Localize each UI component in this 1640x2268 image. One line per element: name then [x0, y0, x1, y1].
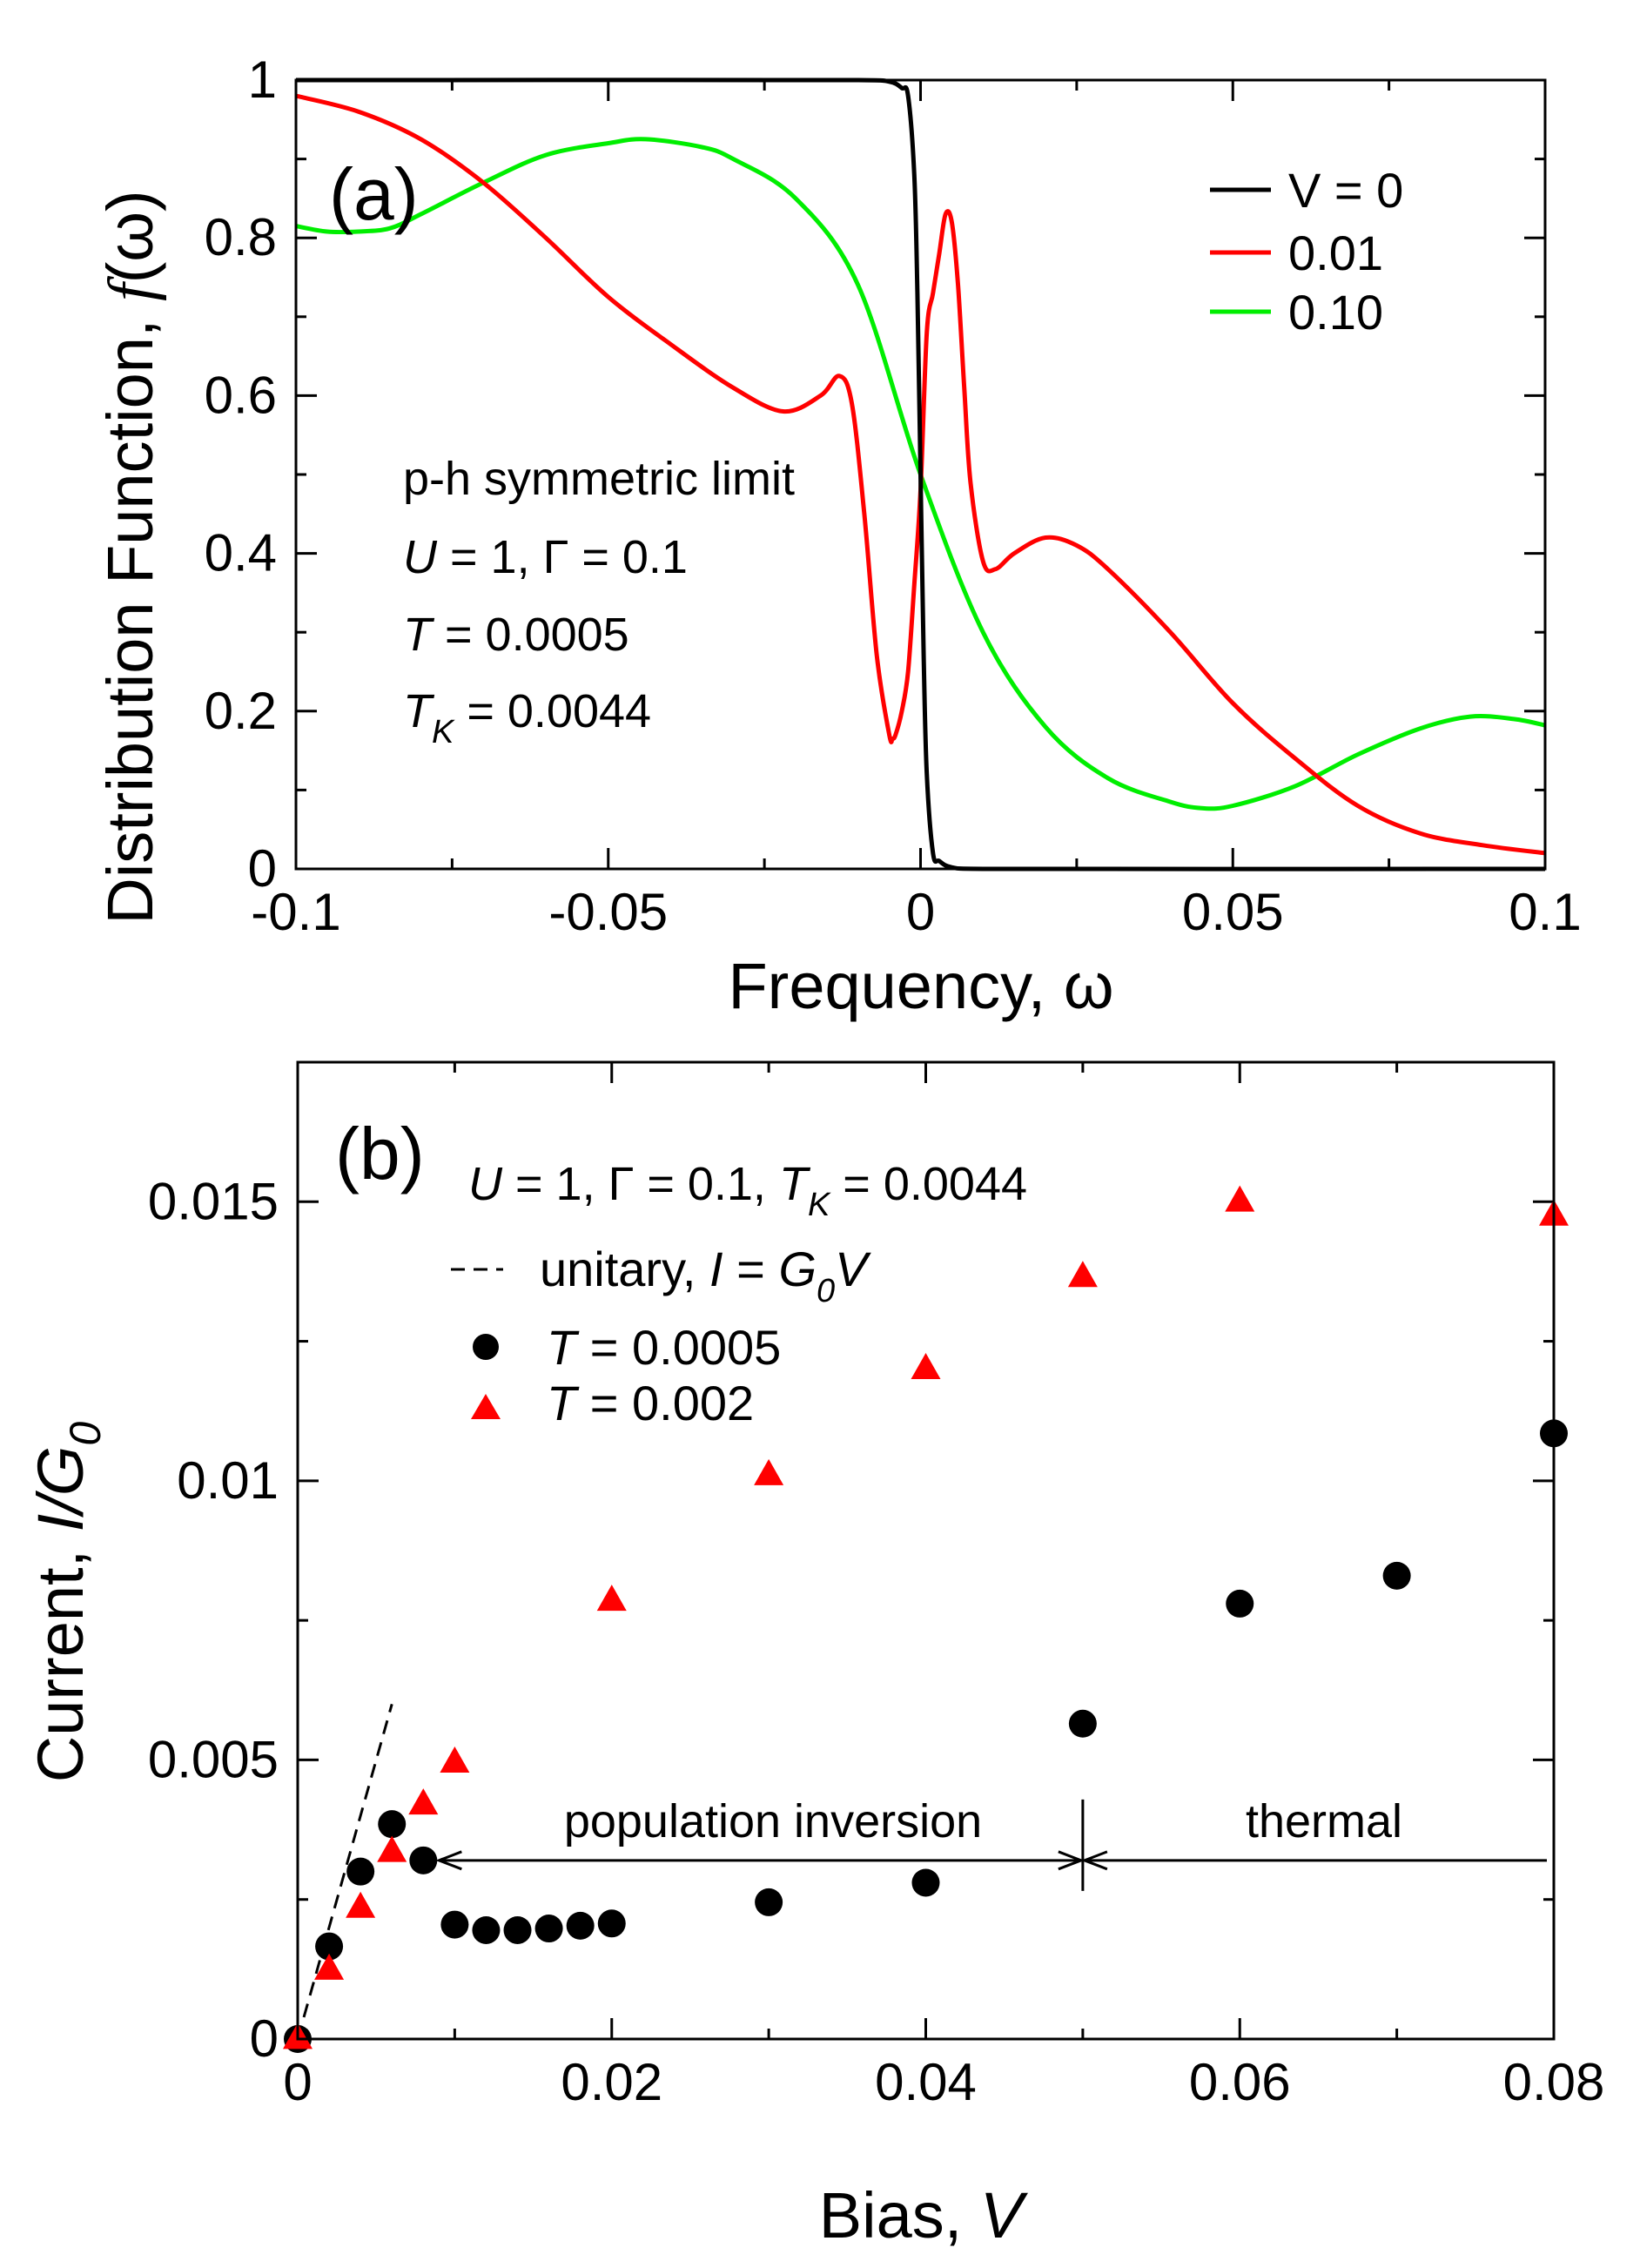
- panel-a-y-axis-title: Distribution Function, f(ω): [94, 190, 167, 924]
- marker-t-0-002: [1225, 1185, 1255, 1212]
- panel-b-legend: unitary, I = G0V T = 0.0005 T = 0.002: [451, 1242, 871, 1430]
- panel-b-y-axis-title: Current, I/G0: [24, 1422, 110, 1783]
- legend-label-t0005: T = 0.0005: [547, 1320, 781, 1375]
- legend-label-unitary: unitary, I = G0V: [540, 1242, 871, 1309]
- x-tick-label: -0.1: [251, 883, 340, 941]
- legend-label-v010: 0.10: [1288, 285, 1383, 340]
- x-tick-label: 0.06: [1189, 2053, 1291, 2111]
- x-tick-label: 0: [906, 883, 935, 941]
- x-tick-label: 0.1: [1509, 883, 1581, 941]
- legend-label-t002: T = 0.002: [547, 1376, 754, 1430]
- marker-t-0-002: [596, 1585, 627, 1612]
- region-arrows: [435, 1799, 1547, 1891]
- panel-b-tick-labels: 0 0.02 0.04 0.06 0.08 0 0.005 0.01 0.015: [148, 1172, 1605, 2111]
- marker-t-0-002: [346, 1891, 376, 1918]
- panel-b-x-axis-title: Bias, V: [819, 2179, 1029, 2251]
- inversion-arrowhead-left: [435, 1850, 462, 1871]
- marker-t-0-0005: [472, 1915, 501, 1944]
- marker-t-0-0005: [1226, 1589, 1254, 1618]
- legend-label-v001: 0.01: [1288, 225, 1383, 280]
- region-label-population-inversion: population inversion: [564, 1795, 982, 1847]
- marker-t-0-0005: [1382, 1561, 1411, 1590]
- panel-a-label: (a): [329, 153, 419, 235]
- y-tick-label: 0.2: [205, 682, 277, 740]
- marker-t-0-0005: [534, 1915, 563, 1943]
- marker-t-0-002: [754, 1458, 784, 1485]
- panel-a-legend: V = 0 0.01 0.10: [1210, 163, 1403, 340]
- annotation-ph-symmetric: p-h symmetric limit: [403, 453, 795, 505]
- thermal-arrowhead-left: [1080, 1850, 1108, 1871]
- annotation-u-gamma: U = 1, Γ = 0.1: [403, 531, 688, 583]
- x-tick-label: -0.05: [548, 883, 668, 941]
- marker-t-0-0005: [566, 1911, 595, 1940]
- marker-t-0-0005: [755, 1888, 783, 1916]
- marker-t-0-0005: [409, 1846, 438, 1874]
- unitary-dashed-line: [296, 1703, 393, 2040]
- annotation-kondo-temperature: TK = 0.0044: [403, 685, 651, 750]
- y-tick-label: 0.015: [148, 1172, 279, 1230]
- marker-t-0-0005: [503, 1915, 532, 1944]
- x-tick-label: 0.02: [561, 2053, 662, 2111]
- y-tick-label: 0: [248, 839, 277, 898]
- y-tick-label: 0.8: [205, 208, 277, 266]
- marker-t-0-002: [1067, 1261, 1098, 1288]
- legend-label-v0: V = 0: [1288, 163, 1403, 218]
- marker-t-0-002: [314, 1953, 345, 1980]
- marker-t-0-0005: [440, 1910, 469, 1939]
- marker-t-0-002: [440, 1746, 470, 1773]
- y-tick-label: 0.01: [177, 1451, 279, 1510]
- y-tick-label: 0: [250, 2009, 279, 2068]
- marker-t-0-002: [377, 1835, 407, 1862]
- legend-marker-t002: [471, 1394, 501, 1419]
- panel-b-plot-frame: [296, 1060, 1556, 2041]
- y-tick-label: 1: [248, 50, 277, 109]
- panel-a-plot-frame: [294, 78, 1547, 871]
- x-tick-label: 0.08: [1503, 2053, 1605, 2111]
- marker-t-0-0005: [378, 1810, 407, 1839]
- legend-marker-t0005: [473, 1334, 499, 1360]
- y-tick-label: 0.4: [205, 524, 277, 582]
- marker-t-0-0005: [1068, 1709, 1097, 1738]
- x-tick-label: 0: [283, 2053, 312, 2111]
- panel-b-label: (b): [335, 1113, 425, 1195]
- panel-b-parameters: U = 1, Γ = 0.1, TK = 0.0044: [468, 1158, 1027, 1223]
- panel-a: -0.1 -0.05 0 0.05 0.100.20.40.60.81 (a) V = …: [94, 50, 1582, 1022]
- y-tick-label: 0.005: [148, 1730, 279, 1788]
- panel-b: 0 0.02 0.04 0.06 0.08 0 0.005 0.01 0.015 (b) U =…: [24, 1060, 1605, 2251]
- marker-t-0-0005: [911, 1868, 940, 1897]
- x-tick-label: 0.05: [1182, 883, 1284, 941]
- panel-a-annotations: p-h symmetric limit U = 1, Γ = 0.1 T = 0…: [403, 453, 795, 750]
- y-tick-label: 0.6: [205, 366, 277, 424]
- panel-a-tick-labels: -0.1 -0.05 0 0.05 0.100.20.40.60.81: [205, 50, 1582, 941]
- panel-a-x-axis-title: Frequency, ω: [728, 950, 1113, 1022]
- marker-t-0-002: [408, 1788, 439, 1815]
- marker-t-0-0005: [346, 1857, 375, 1886]
- annotation-temperature: T = 0.0005: [403, 609, 629, 661]
- marker-t-0-0005: [597, 1909, 626, 1938]
- marker-t-0-002: [911, 1353, 941, 1380]
- marker-t-0-0005: [315, 1932, 344, 1961]
- series-line-0-10: [295, 137, 1546, 811]
- x-tick-label: 0.04: [875, 2053, 977, 2111]
- region-label-thermal: thermal: [1246, 1795, 1402, 1847]
